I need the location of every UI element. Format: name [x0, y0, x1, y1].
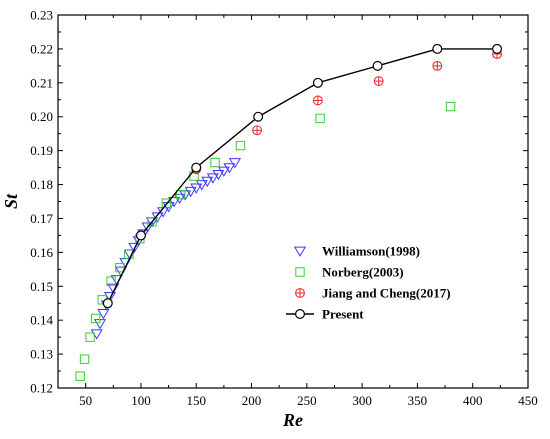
x-tick-label: 150 — [186, 393, 206, 408]
data-point — [253, 111, 264, 122]
data-point — [432, 60, 443, 71]
x-tick-label: 100 — [131, 393, 151, 408]
legend-item: Present — [286, 307, 364, 322]
y-tick-label: 0.21 — [30, 75, 53, 90]
series-1 — [75, 101, 456, 381]
y-tick-label: 0.18 — [30, 177, 53, 192]
legend-marker — [295, 309, 306, 320]
plot-area — [75, 43, 503, 381]
series-3 — [102, 43, 503, 309]
data-point — [312, 95, 323, 106]
y-tick-label: 0.19 — [30, 143, 53, 158]
plot-frame — [57, 14, 529, 389]
data-point — [79, 354, 90, 364]
x-axis-title: Re — [282, 410, 303, 430]
data-point — [445, 101, 456, 112]
series-0 — [90, 158, 242, 340]
data-point — [210, 157, 220, 168]
x-tick-label: 450 — [518, 393, 538, 408]
y-tick-label: 0.23 — [30, 8, 53, 23]
data-point — [235, 140, 246, 151]
data-point — [252, 125, 262, 136]
data-point — [190, 183, 203, 194]
x-tick-label: 300 — [352, 393, 372, 408]
x-tick-label: 400 — [463, 393, 483, 408]
data-point — [147, 217, 157, 227]
data-point — [161, 198, 172, 208]
x-tick-label: 50 — [79, 393, 92, 408]
legend-item: Norberg(2003) — [295, 265, 404, 280]
x-tick-label: 250 — [297, 393, 317, 408]
data-point — [106, 276, 116, 286]
data-point — [372, 60, 383, 71]
x-tick-label: 350 — [408, 393, 428, 408]
data-point — [206, 173, 219, 184]
legend-label: Williamson(1998) — [322, 244, 420, 259]
series-line — [107, 48, 498, 304]
legend-item: Williamson(1998) — [293, 244, 420, 259]
legend-item: Jiang and Cheng(2017) — [295, 286, 451, 301]
data-point — [176, 190, 186, 200]
data-point — [90, 329, 103, 340]
y-tick-label: 0.20 — [30, 109, 53, 124]
data-point — [85, 332, 95, 342]
data-point — [191, 162, 202, 173]
y-tick-label: 0.13 — [30, 347, 53, 362]
data-point — [115, 262, 125, 273]
data-point — [128, 242, 141, 254]
data-point — [315, 113, 325, 124]
y-tick-label: 0.14 — [30, 313, 53, 328]
data-point — [223, 163, 236, 174]
data-point — [492, 43, 503, 54]
data-point — [103, 292, 117, 303]
y-tick-label: 0.17 — [30, 211, 53, 226]
data-point — [195, 180, 208, 191]
data-point — [212, 169, 225, 181]
data-point — [90, 313, 101, 324]
data-point — [432, 43, 443, 54]
legend-label: Present — [322, 307, 364, 322]
data-point — [107, 283, 120, 294]
data-point — [228, 158, 242, 169]
data-point — [102, 298, 113, 309]
data-point — [75, 371, 85, 381]
data-point — [373, 76, 384, 87]
y-axis-title: St — [1, 193, 21, 209]
axes: 50 100 150 200 250 300 350 400 450 0.12 0.13 0.14 0.… — [30, 8, 538, 409]
data-point — [124, 249, 134, 259]
y-tick-label: 0.15 — [30, 279, 53, 294]
data-point — [97, 309, 110, 320]
data-point — [135, 230, 146, 241]
y-tick-label: 0.22 — [30, 41, 53, 56]
data-point — [217, 166, 230, 177]
legend-label: Jiang and Cheng(2017) — [322, 286, 451, 301]
legend-label: Norberg(2003) — [322, 265, 404, 280]
legend-marker — [295, 288, 305, 298]
legend-marker — [293, 246, 307, 257]
legend-marker — [295, 267, 305, 277]
data-point — [184, 186, 197, 198]
legend: Williamson(1998) Norberg(2003) Jiang and C… — [286, 244, 451, 322]
y-tick-label: 0.12 — [30, 381, 53, 396]
x-tick-label: 200 — [242, 393, 262, 408]
data-point — [201, 176, 214, 188]
data-point — [168, 197, 181, 208]
data-point — [312, 77, 323, 88]
y-tick-label: 0.16 — [30, 245, 53, 260]
